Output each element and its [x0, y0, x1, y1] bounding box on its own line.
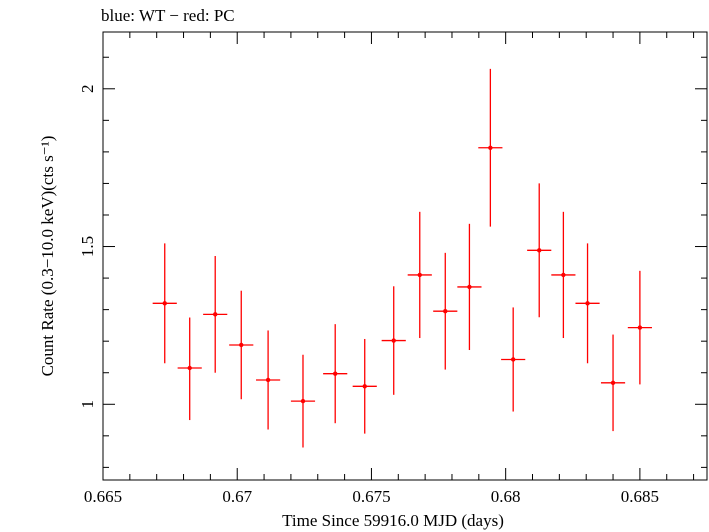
data-point — [203, 256, 228, 373]
x-axis-label: Time Since 59916.0 MJD (days) — [282, 511, 504, 530]
x-tick-label: 0.685 — [621, 487, 659, 506]
point-marker — [239, 342, 244, 348]
data-point — [352, 338, 377, 434]
y-tick-label: 1 — [78, 400, 97, 409]
data-point — [527, 183, 552, 318]
point-marker — [488, 145, 493, 150]
data-point — [600, 334, 626, 432]
x-tick-label: 0.675 — [352, 487, 390, 506]
plot-frame — [102, 31, 708, 481]
point-marker — [443, 309, 448, 314]
point-marker — [162, 301, 167, 306]
data-point — [229, 290, 254, 400]
data-point — [478, 68, 503, 227]
data-point — [551, 211, 576, 339]
y-axis: 11.52 — [78, 56, 707, 468]
data-series — [152, 68, 652, 448]
point-marker — [467, 284, 472, 290]
data-point — [407, 211, 432, 339]
data-point — [627, 270, 652, 385]
y-tick-label: 2 — [78, 85, 97, 94]
point-marker — [637, 325, 643, 330]
point-marker — [300, 398, 306, 404]
y-axis-label: Count Rate (0.3−10.0 keV)(cts s⁻¹) — [38, 136, 57, 377]
x-tick-label: 0.67 — [222, 487, 252, 506]
data-point — [457, 223, 482, 351]
point-marker — [333, 371, 338, 376]
point-marker — [187, 365, 192, 371]
data-point — [290, 354, 316, 448]
data-point — [323, 324, 348, 424]
point-marker — [585, 301, 590, 306]
data-point — [575, 243, 600, 364]
point-marker — [362, 384, 367, 389]
point-marker — [537, 248, 542, 253]
point-marker — [391, 338, 396, 343]
chart-title: blue: WT − red: PC — [101, 6, 235, 25]
point-marker — [561, 272, 566, 278]
point-marker — [510, 357, 516, 362]
y-tick-label: 1.5 — [78, 236, 97, 257]
data-point — [177, 317, 202, 421]
data-point — [152, 243, 177, 364]
point-marker — [610, 380, 616, 386]
data-point — [501, 307, 526, 412]
data-point — [381, 286, 406, 395]
x-tick-label: 0.665 — [84, 487, 122, 506]
data-point — [433, 252, 458, 370]
point-marker — [265, 377, 271, 383]
data-point — [256, 330, 281, 430]
point-marker — [417, 272, 422, 278]
x-tick-label: 0.68 — [491, 487, 521, 506]
x-axis: 0.665 0.67 0.675 0.68 0.685 — [84, 32, 695, 506]
point-marker — [213, 312, 218, 317]
